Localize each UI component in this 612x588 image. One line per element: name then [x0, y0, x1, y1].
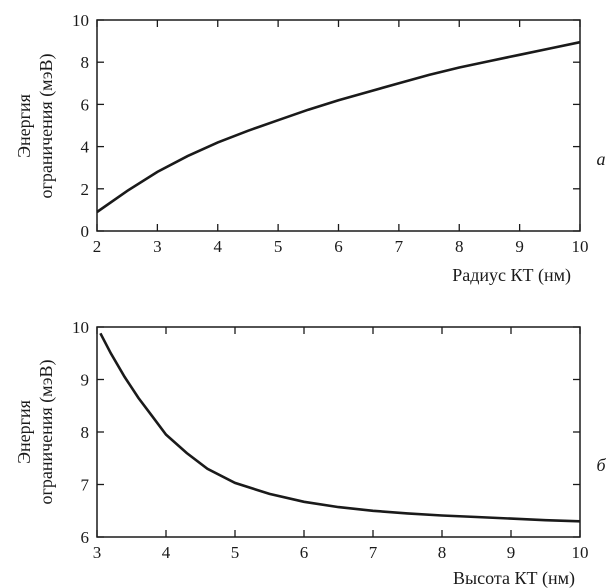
x-axis-title-a: Радиус КТ (нм) — [452, 265, 571, 286]
panel-b: 3 4 5 6 7 8 9 10 6 7 8 9 10 Высота КТ (нм) Энергия о… — [14, 318, 606, 588]
y-tick-label-b-4: 10 — [72, 318, 89, 337]
x-tick-label-b-4: 7 — [369, 543, 378, 562]
energy-vs-height-line — [99, 332, 581, 523]
y-tick-label-b-2: 8 — [81, 423, 90, 442]
plot-frame-a — [96, 19, 581, 232]
x-tick-label-b-2: 5 — [231, 543, 240, 562]
panel-label-b: б — [596, 455, 606, 475]
x-tick-label-b-3: 6 — [300, 543, 309, 562]
x-tick-label-a-3: 5 — [274, 237, 283, 256]
x-tick-label-a-0: 2 — [93, 237, 102, 256]
y-tick-label-a-0: 0 — [81, 222, 90, 241]
energy-vs-radius-line — [96, 40, 581, 214]
x-axis-title-b: Высота КТ (нм) — [453, 568, 575, 588]
x-tick-label-a-8: 10 — [572, 237, 589, 256]
y-tick-label-b-3: 9 — [81, 371, 90, 390]
x-tick-label-b-0: 3 — [93, 543, 102, 562]
y-axis-title-a-line1: Энергия — [14, 94, 34, 158]
plot-frame-b — [96, 326, 581, 538]
x-tick-label-a-6: 8 — [455, 237, 464, 256]
x-tick-label-a-4: 6 — [334, 237, 343, 256]
x-tick-label-a-7: 9 — [515, 237, 524, 256]
x-tick-label-a-2: 4 — [214, 237, 223, 256]
y-tick-label-b-0: 6 — [81, 528, 90, 547]
y-tick-label-a-2: 4 — [81, 138, 90, 157]
y-axis-title-b-line2: ограничения (мэВ) — [36, 359, 57, 504]
x-tick-label-b-1: 4 — [162, 543, 171, 562]
x-tick-label-a-5: 7 — [395, 237, 404, 256]
y-axis-title-b-line1: Энергия — [14, 400, 34, 464]
y-tick-label-a-1: 2 — [81, 180, 90, 199]
y-axis-title-a-line2: ограничения (мэВ) — [36, 53, 57, 198]
panel-label-a: a — [597, 149, 606, 169]
x-tick-label-b-5: 8 — [438, 543, 447, 562]
y-tick-label-a-3: 6 — [81, 95, 90, 114]
y-tick-label-b-1: 7 — [81, 476, 90, 495]
x-tick-label-b-7: 10 — [572, 543, 589, 562]
y-tick-label-a-5: 10 — [72, 11, 89, 30]
y-tick-label-a-4: 8 — [81, 53, 90, 72]
x-tick-label-a-1: 3 — [153, 237, 162, 256]
x-tick-label-b-6: 9 — [507, 543, 516, 562]
